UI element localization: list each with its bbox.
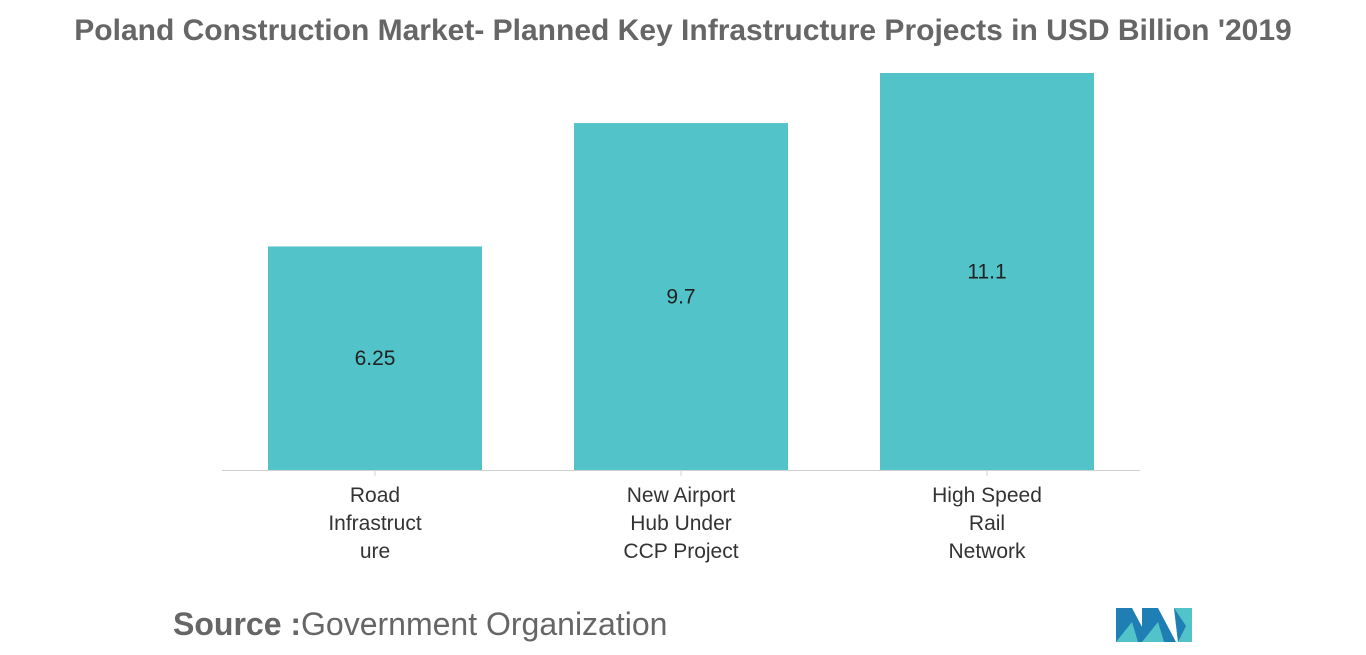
data-label-2: 11.1 — [967, 261, 1006, 284]
chart-title: Poland Construction Market- Planned Key … — [74, 14, 1292, 47]
data-label-0: 6.25 — [355, 347, 396, 370]
data-label-1: 9.7 — [666, 286, 695, 309]
bar-1 — [574, 123, 788, 470]
source-text: Government Organization — [301, 606, 668, 642]
source-note: Source :Government Organization — [173, 606, 667, 643]
category-label-1: New Airport Hub Under CCP Project — [623, 484, 738, 563]
category-label-2: High Speed Rail Network — [932, 484, 1042, 563]
bar-chart: 6.25 Road Infrastruct ure 9.7 New Airport Hub … — [222, 73, 1140, 563]
company-logo-icon — [1116, 608, 1192, 642]
bar-2 — [880, 73, 1094, 470]
bar-0 — [268, 246, 482, 470]
category-label-0: Road Infrastruct ure — [328, 484, 422, 563]
source-label: Source : — [173, 606, 302, 642]
